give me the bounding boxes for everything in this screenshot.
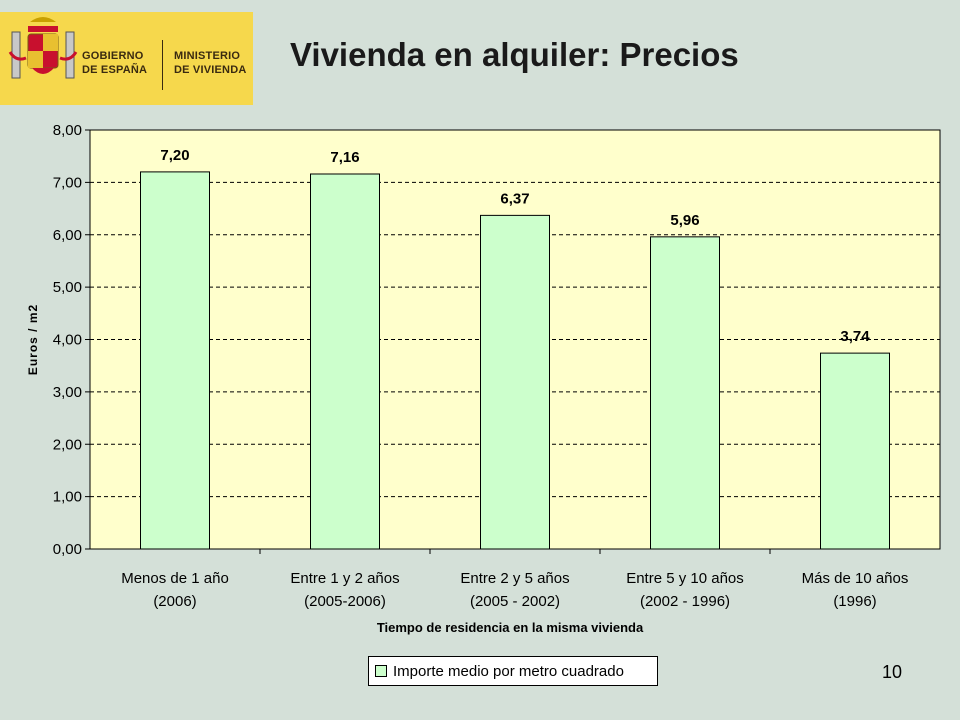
chart-legend: Importe medio por metro cuadrado: [368, 656, 658, 686]
bar: [140, 171, 210, 550]
logo-text-right-2: DE VIVIENDA: [174, 64, 247, 76]
x-tick-label-years: (2005-2006): [304, 593, 386, 610]
page-number: 10: [882, 662, 903, 682]
logo: GOBIERNO DE ESPAÑA MINISTERIO DE VIVIEND…: [0, 12, 253, 105]
legend-swatch: [375, 665, 387, 677]
x-tick-label: Entre 5 y 10 años: [626, 570, 744, 587]
y-tick-label: 4,00: [53, 332, 82, 349]
bar: [480, 214, 550, 550]
data-label: 5,96: [670, 212, 699, 229]
x-tick-label: Entre 2 y 5 años: [460, 570, 569, 587]
y-tick-label: 0,00: [53, 541, 82, 558]
y-tick-label: 8,00: [53, 122, 82, 139]
data-label: 3,74: [840, 328, 870, 345]
bar: [650, 236, 720, 550]
y-tick-label: 6,00: [53, 227, 82, 244]
data-label: 7,20: [160, 147, 189, 164]
x-axis-label: Tiempo de residencia en la misma viviend…: [377, 620, 644, 635]
y-tick-label: 5,00: [53, 279, 82, 296]
y-axis-label: Euros / m2: [26, 304, 40, 375]
logo-divider: [162, 40, 163, 90]
y-tick-label: 1,00: [53, 489, 82, 506]
x-tick-label: Menos de 1 año: [121, 570, 229, 587]
data-label: 7,16: [330, 149, 359, 166]
y-tick-label: 7,00: [53, 174, 82, 191]
y-tick-label: 3,00: [53, 384, 82, 401]
legend-label: Importe medio por metro cuadrado: [393, 662, 624, 680]
logo-text-right-1: MINISTERIO: [174, 50, 241, 62]
x-tick-label: Más de 10 años: [802, 570, 909, 587]
data-label: 6,37: [500, 190, 529, 207]
logo-text-left-2: DE ESPAÑA: [82, 64, 148, 76]
x-tick-label: Entre 1 y 2 años: [290, 570, 399, 587]
y-tick-label: 2,00: [53, 436, 82, 453]
x-tick-label-years: (1996): [833, 593, 876, 610]
logo-text-left-1: GOBIERNO: [82, 50, 144, 62]
coat-of-arms-icon: [8, 17, 78, 79]
bar: [310, 173, 380, 550]
page-title: Vivienda en alquiler: Precios: [290, 36, 739, 73]
x-tick-label-years: (2002 - 1996): [640, 593, 730, 610]
x-tick-label-years: (2006): [153, 593, 196, 610]
x-tick-label-years: (2005 - 2002): [470, 593, 560, 610]
bar: [820, 352, 890, 550]
